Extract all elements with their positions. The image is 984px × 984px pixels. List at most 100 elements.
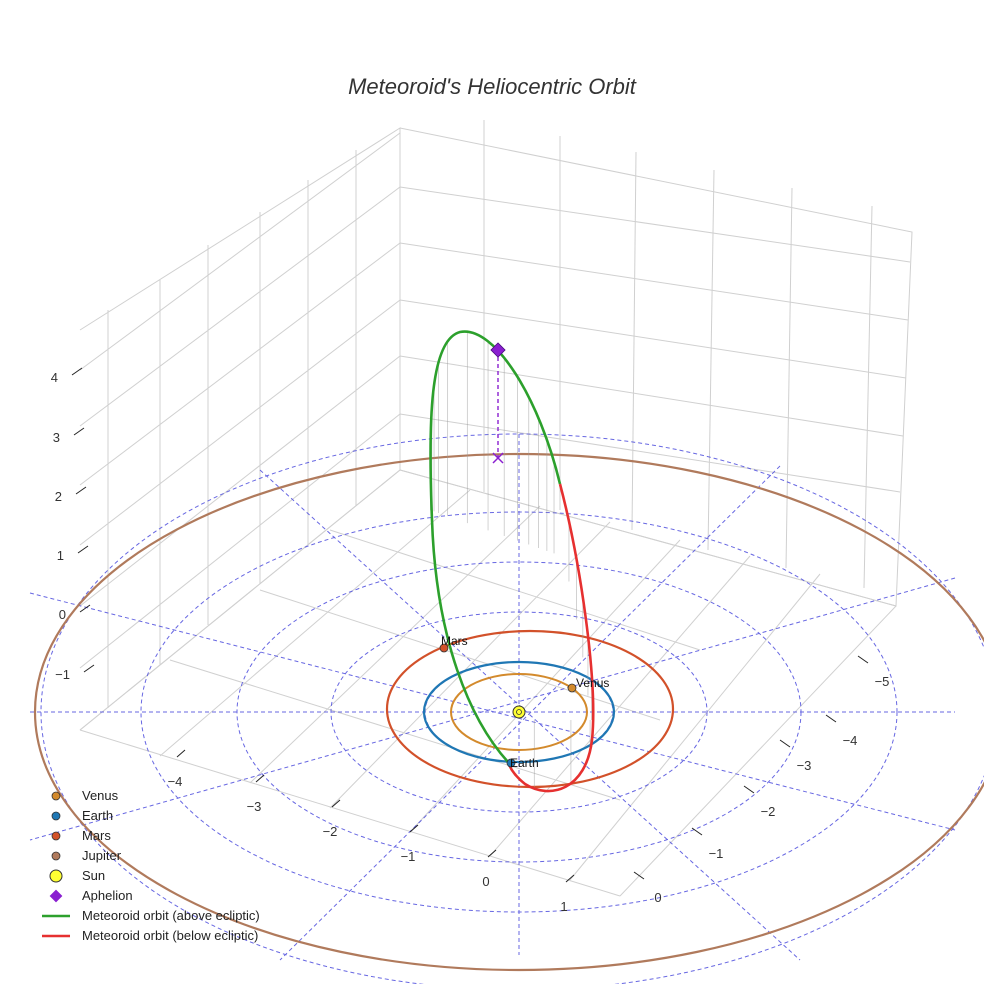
legend: Venus Earth Mars Jupiter Sun Aphelion Meteoroi… xyxy=(40,786,260,946)
floor-line xyxy=(619,605,897,897)
legend-label: Mars xyxy=(82,828,111,843)
radial-line xyxy=(29,577,956,841)
floor-line xyxy=(159,489,471,757)
axis-tick-label: 3 xyxy=(53,430,60,445)
axis-tick xyxy=(565,874,575,883)
radial-line xyxy=(259,469,801,961)
sun-marker xyxy=(512,705,526,719)
floor-line xyxy=(249,505,541,784)
legend-marker-icon xyxy=(40,906,76,926)
legend-marker-icon xyxy=(40,806,76,826)
legend-marker-icon xyxy=(40,886,76,906)
chart-title: Meteoroid's Heliocentric Orbit xyxy=(348,74,636,99)
legend-item: Sun xyxy=(40,866,260,886)
axis-tick-label: 0 xyxy=(59,607,66,622)
legend-item: Meteoroid orbit (below ecliptic) xyxy=(40,926,260,946)
floor-line xyxy=(259,589,661,721)
earth-marker xyxy=(506,758,516,768)
axis-tick xyxy=(779,739,791,748)
floor-line xyxy=(329,529,701,651)
grid-line xyxy=(79,355,401,607)
grid-line xyxy=(79,242,401,486)
legend-label: Jupiter xyxy=(82,848,122,863)
floor-line xyxy=(79,729,621,897)
aphelion-x-stroke xyxy=(492,452,504,464)
earth-orbit xyxy=(422,660,616,764)
axis-tick xyxy=(409,824,419,833)
floor-line xyxy=(489,555,751,857)
grid-line xyxy=(399,186,911,263)
venus-marker xyxy=(567,683,577,693)
grid-line xyxy=(399,299,907,379)
legend-item: Earth xyxy=(40,806,260,826)
mars-label: Mars xyxy=(441,634,468,648)
y-axis: 0 −1 −2 −3 −4 −5 xyxy=(633,655,890,905)
meteoroid-orbit-above-ecliptic xyxy=(429,330,562,763)
axis-tick-label: 4 xyxy=(51,370,58,385)
axis-tick-label: 1 xyxy=(560,899,567,914)
legend-item: Venus xyxy=(40,786,260,806)
legend-item: Jupiter xyxy=(40,846,260,866)
axis-tick xyxy=(77,545,89,554)
radial-line xyxy=(279,465,781,961)
legend-item: Meteoroid orbit (above ecliptic) xyxy=(40,906,260,926)
mars-marker xyxy=(439,643,449,653)
floor-line xyxy=(399,469,897,607)
sun-core xyxy=(516,709,522,715)
axis-tick xyxy=(83,664,95,673)
axis-tick-label: 1 xyxy=(57,548,64,563)
axis-tick-label: −1 xyxy=(55,667,70,682)
grid-line xyxy=(399,242,909,321)
legend-label: Sun xyxy=(82,868,106,883)
axis-tick-label: −5 xyxy=(875,674,890,689)
legend-marker-icon xyxy=(40,926,76,946)
axis-tick xyxy=(633,871,645,880)
floor-line xyxy=(569,573,821,881)
axis-tick xyxy=(825,714,837,723)
grid-line xyxy=(399,355,904,437)
floor-line xyxy=(409,539,681,833)
axis-tick-label: −2 xyxy=(761,804,776,819)
x-axis: −4 −3 −2 −1 0 1 xyxy=(168,749,575,914)
axis-tick-label: −1 xyxy=(401,849,416,864)
axis-tick xyxy=(176,749,186,758)
axis-tick xyxy=(79,604,91,613)
aphelion-marker xyxy=(490,342,506,358)
legend-marker-icon xyxy=(40,786,76,806)
axis-tick xyxy=(857,655,869,664)
axis-tick-label: 0 xyxy=(654,890,661,905)
axis-tick xyxy=(255,774,265,783)
grid-line xyxy=(863,205,873,589)
grid-line xyxy=(785,187,793,569)
grid-line xyxy=(79,299,401,546)
axis-tick xyxy=(71,367,83,376)
legend-item: Mars xyxy=(40,826,260,846)
legend-marker-icon xyxy=(40,826,76,846)
axis-tick-label: −1 xyxy=(709,846,724,861)
venus-orbit xyxy=(450,673,588,751)
legend-label: Earth xyxy=(82,808,114,823)
axis-tick xyxy=(743,785,755,794)
legend-label: Meteoroid orbit (above ecliptic) xyxy=(82,908,260,923)
grid-line xyxy=(79,186,401,427)
legend-label: Aphelion xyxy=(82,888,133,903)
axis-tick-label: −4 xyxy=(168,774,183,789)
earth-label: Earth xyxy=(510,756,539,770)
aphelion-projection-marker xyxy=(492,452,504,464)
axis-tick xyxy=(75,486,87,495)
axis-tick-label: −3 xyxy=(797,758,812,773)
legend-marker-icon xyxy=(40,846,76,866)
radial-line xyxy=(29,592,956,831)
jupiter-orbit xyxy=(34,452,984,972)
axis-tick xyxy=(331,799,341,808)
legend-marker-icon xyxy=(40,866,76,886)
grid-line xyxy=(631,151,637,531)
floor-line xyxy=(169,659,621,801)
axis-tick xyxy=(73,427,85,436)
meteoroid-orbit-below-ecliptic xyxy=(506,483,595,793)
axis-tick-label: −4 xyxy=(843,733,858,748)
legend-item: Aphelion xyxy=(40,886,260,906)
axis-tick xyxy=(691,827,703,836)
axis-tick-label: −3 xyxy=(247,799,262,814)
